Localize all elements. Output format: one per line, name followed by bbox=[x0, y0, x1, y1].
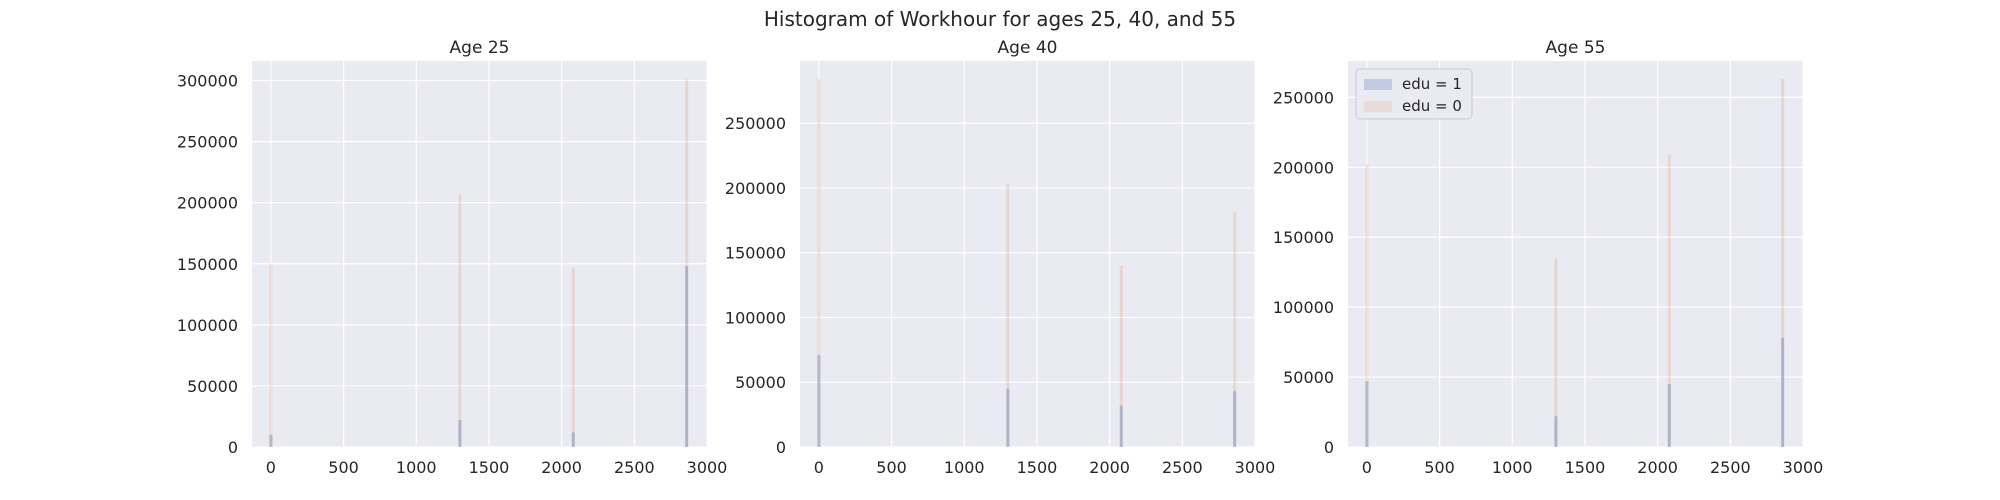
y-tick-label: 150000 bbox=[177, 255, 238, 274]
y-tick-label: 200000 bbox=[1273, 158, 1334, 177]
x-tick-label: 2000 bbox=[1637, 458, 1678, 477]
histogram-bar-edu0 bbox=[458, 194, 462, 447]
y-tick-label: 200000 bbox=[177, 194, 238, 213]
x-tick-label: 1000 bbox=[1492, 458, 1533, 477]
x-tick-label: 3000 bbox=[1783, 458, 1824, 477]
x-tick-label: 3000 bbox=[687, 458, 728, 477]
legend-label: edu = 0 bbox=[1402, 97, 1462, 115]
plot-area bbox=[252, 61, 707, 447]
y-tick-label: 300000 bbox=[177, 72, 238, 91]
histogram-bar-edu1 bbox=[1006, 388, 1010, 447]
x-tick-label: 1500 bbox=[469, 458, 510, 477]
histogram-bar-edu1 bbox=[1667, 384, 1671, 447]
x-tick-label: 500 bbox=[876, 458, 907, 477]
figure-suptitle: Histogram of Workhour for ages 25, 40, a… bbox=[764, 7, 1236, 31]
legend-frame bbox=[1355, 68, 1473, 120]
x-tick-label: 0 bbox=[814, 458, 824, 477]
histogram-bar-edu1 bbox=[458, 420, 462, 447]
y-tick-label: 250000 bbox=[725, 114, 786, 133]
x-tick-label: 0 bbox=[266, 458, 276, 477]
panel-title: Age 55 bbox=[1546, 38, 1606, 58]
plot-area bbox=[800, 61, 1255, 447]
histogram-bar-edu1 bbox=[1119, 405, 1123, 447]
histogram-bar-edu0 bbox=[1006, 184, 1010, 447]
histogram-bar-edu1 bbox=[685, 266, 689, 447]
histogram-bar-edu0 bbox=[269, 263, 273, 447]
panel-title: Age 40 bbox=[998, 38, 1058, 58]
histogram-bar-edu1 bbox=[1233, 391, 1237, 447]
panel-title: Age 25 bbox=[450, 38, 510, 58]
histogram-bar-edu1 bbox=[817, 355, 821, 447]
histogram-bar-edu1 bbox=[1781, 337, 1785, 447]
y-tick-label: 0 bbox=[1324, 438, 1334, 457]
x-tick-label: 500 bbox=[328, 458, 359, 477]
y-tick-label: 0 bbox=[776, 438, 786, 457]
y-tick-label: 50000 bbox=[735, 373, 786, 392]
x-tick-label: 1000 bbox=[396, 458, 437, 477]
y-tick-label: 250000 bbox=[1273, 88, 1334, 107]
y-tick-label: 50000 bbox=[187, 377, 238, 396]
panels-group: 0 500 1000 1500 2000 2500 30000500001000001500… bbox=[177, 38, 1823, 477]
x-tick-label: 3000 bbox=[1235, 458, 1276, 477]
x-tick-label: 2500 bbox=[1710, 458, 1751, 477]
legend-swatch-edu0 bbox=[1364, 101, 1392, 112]
x-tick-label: 2000 bbox=[541, 458, 582, 477]
histogram-bar-edu0 bbox=[685, 79, 689, 447]
panel-age-40: 0 500 1000 1500 2000 2500 3000 0 50000 100000 1500… bbox=[725, 38, 1275, 477]
y-tick-label: 250000 bbox=[177, 133, 238, 152]
x-tick-label: 1500 bbox=[1017, 458, 1058, 477]
x-tick-label: 2000 bbox=[1089, 458, 1130, 477]
histogram-bar-edu0 bbox=[571, 267, 575, 447]
histogram-bar-edu0 bbox=[1554, 258, 1558, 447]
x-tick-label: 2500 bbox=[1162, 458, 1203, 477]
y-tick-label: 100000 bbox=[725, 308, 786, 327]
histogram-bar-edu0 bbox=[1119, 265, 1123, 447]
y-tick-label: 100000 bbox=[177, 316, 238, 335]
histogram-bar-edu0 bbox=[1781, 79, 1785, 448]
plot-area bbox=[1348, 61, 1803, 447]
panel-age-25: 0 500 1000 1500 2000 2500 3000 0 50000 100000 1500… bbox=[177, 38, 727, 477]
x-tick-label: 500 bbox=[1424, 458, 1455, 477]
histogram-bar-edu0 bbox=[1667, 154, 1671, 448]
histogram-bar-edu1 bbox=[571, 432, 575, 447]
histogram-bar-edu1 bbox=[1554, 416, 1558, 447]
y-tick-label: 100000 bbox=[1273, 298, 1334, 317]
panel-age-55: 0 500 1000 1500 2000 2500 3000 0 50000 100000 1500… bbox=[1273, 38, 1823, 477]
histogram-bar-edu0 bbox=[1233, 212, 1237, 447]
y-tick-label: 0 bbox=[228, 438, 238, 457]
y-tick-label: 150000 bbox=[725, 244, 786, 263]
x-tick-label: 2500 bbox=[614, 458, 655, 477]
legend: edu = 1 edu = 0 bbox=[1355, 68, 1473, 120]
histogram-bar-edu1 bbox=[1365, 381, 1369, 447]
y-tick-label: 150000 bbox=[1273, 228, 1334, 247]
histogram-bar-edu1 bbox=[269, 434, 273, 447]
histogram-bar-edu0 bbox=[817, 79, 821, 448]
histogram-bar-edu0 bbox=[1365, 164, 1369, 448]
y-tick-label: 50000 bbox=[1283, 368, 1334, 387]
x-tick-label: 1000 bbox=[944, 458, 985, 477]
x-tick-label: 0 bbox=[1362, 458, 1372, 477]
legend-swatch-edu1 bbox=[1364, 79, 1392, 90]
legend-label: edu = 1 bbox=[1402, 75, 1462, 93]
x-tick-label: 1500 bbox=[1565, 458, 1606, 477]
y-tick-label: 200000 bbox=[725, 179, 786, 198]
